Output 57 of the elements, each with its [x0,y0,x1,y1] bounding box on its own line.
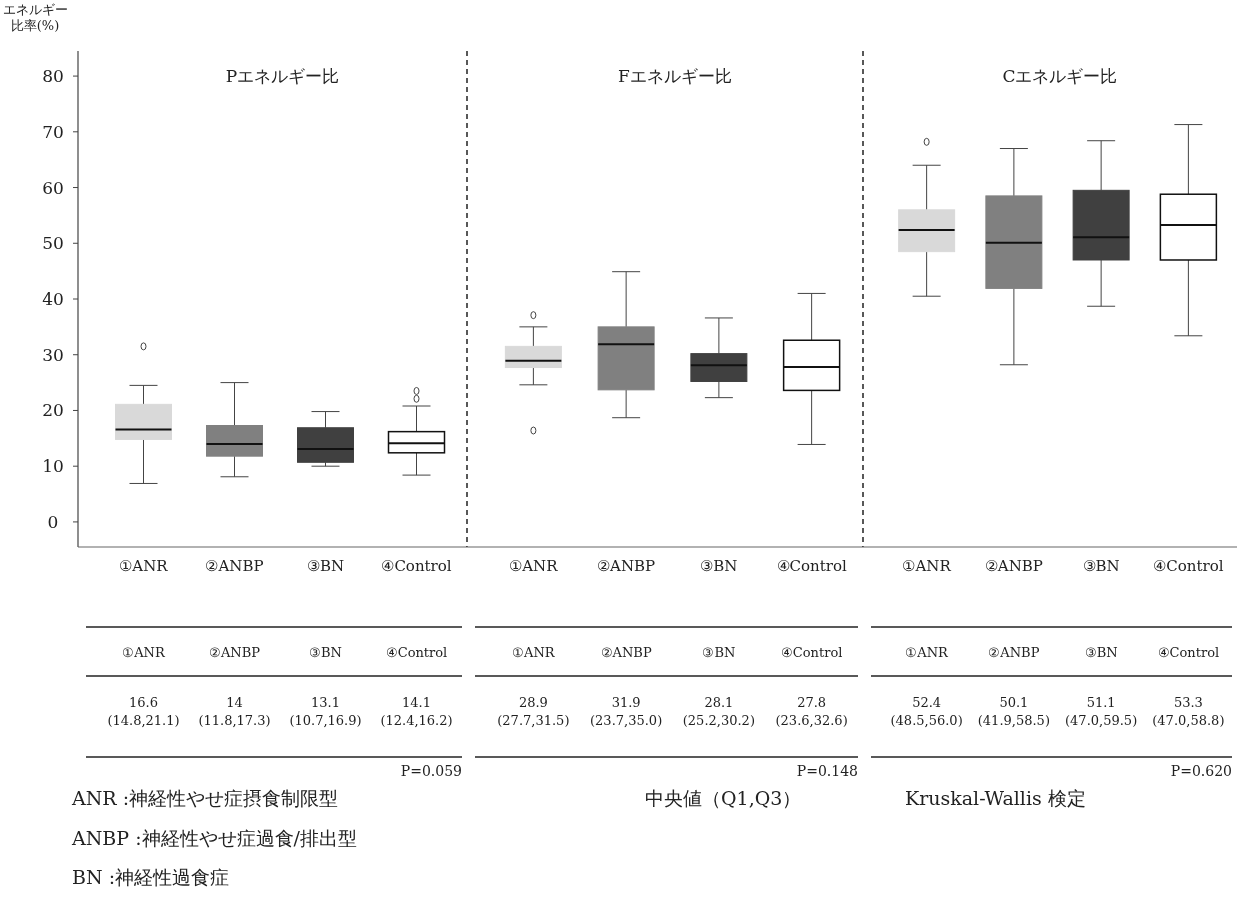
text: Pエネルギー比 [225,66,340,86]
category-label: ①ANR [512,645,555,660]
category-label: ④Control [385,645,448,660]
text: 中央値（Q1,Q3） [645,787,802,809]
y-tick-label: 60 [42,177,64,198]
x-tick-label: ①ANR [119,557,169,575]
text: Fエネルギー比 [618,66,732,86]
x-tick-label: ①ANR [902,557,952,575]
y-tick-label: 50 [42,233,64,254]
y-tick-label: 80 [42,66,64,87]
category-label: ④Control [780,645,843,660]
x-tick-label: ③BN [306,557,345,575]
text: 27.8 (23.6,32.6) [775,695,848,728]
text: ANR :神経性やせ症摂食制限型 [71,787,339,809]
text: 50.1 (41.9,58.5) [977,695,1050,728]
category-label: ③BN [309,645,342,660]
x-tick-label: ④Control [381,557,452,575]
text: Kruskal-Wallis 検定 [905,787,1086,809]
text: 14.1 (12.4,16.2) [380,695,453,728]
category-label: ①ANR [905,645,948,660]
text: BN :神経性過食症 [72,866,230,888]
category-label: ③BN [1084,645,1118,660]
category-label: ③BN [702,645,736,660]
text: 13.1 (10.7,16.9) [289,695,362,728]
x-tick-label: ①ANR [509,557,559,575]
y-axis-title: エネルギー比率(%) [1,2,69,34]
text: P=0.059 [400,763,462,779]
text: 31.9 (23.7,35.0) [590,695,663,728]
category-label: ②ANBP [208,645,261,660]
y-tick-label: 30 [42,344,64,365]
category-label: ④Control [1157,645,1220,660]
x-tick-label: ③BN [1082,557,1120,575]
y-tick-label: 10 [42,456,64,477]
x-tick-label: ③BN [700,557,738,575]
x-tick-label: ②ANBP [205,557,264,575]
x-tick-label: ②ANBP [984,557,1043,575]
text: 52.4 (48.5,56.0) [890,695,963,728]
text: ANBP :神経性やせ症過食/排出型 [71,827,357,849]
category-label: ②ANBP [988,645,1040,660]
text: 14 (11.8,17.3) [198,695,271,728]
category-label: ①ANR [122,645,165,660]
x-tick-label: ④Control [776,557,847,575]
text: 16.6 (14.8,21.1) [107,695,180,728]
y-tick-label: 0 [47,511,59,532]
text: P=0.148 [796,763,858,779]
x-tick-label: ④Control [1153,557,1224,575]
x-tick-label: ②ANBP [597,557,656,575]
text: 28.9 (27.7,31.5) [497,695,570,728]
category-label: ②ANBP [600,645,652,660]
text: 28.1 (25.2,30.2) [682,695,755,728]
y-tick-label: 40 [42,289,64,309]
text: Cエネルギー比 [1002,66,1118,86]
text: P=0.620 [1170,763,1232,779]
y-tick-label: 20 [42,400,64,421]
text: 51.1 (47.0,59.5) [1065,695,1138,728]
y-tick-label: 70 [42,121,64,142]
text: 53.3 (47.0,58.8) [1152,695,1225,728]
